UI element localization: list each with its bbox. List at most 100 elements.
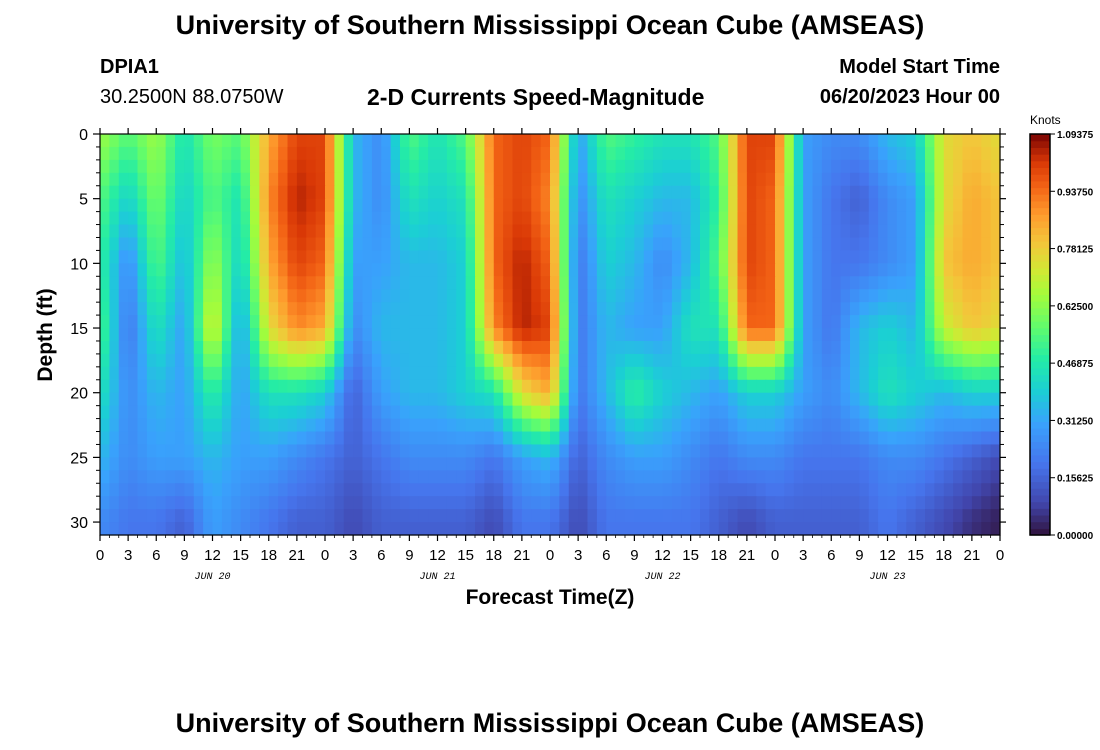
heatmap-cell xyxy=(653,289,664,303)
heatmap-cell xyxy=(446,405,457,420)
heatmap-cell xyxy=(343,340,354,355)
heatmap-cell xyxy=(531,211,542,226)
heatmap-cell xyxy=(221,172,232,187)
heatmap-cell xyxy=(700,328,710,342)
heatmap-cell xyxy=(568,509,579,523)
heatmap-cell xyxy=(971,211,982,226)
heatmap-cell xyxy=(484,340,495,355)
heatmap-cell xyxy=(512,457,523,471)
heatmap-cell xyxy=(231,302,242,316)
heatmap-cell xyxy=(868,315,879,329)
heatmap-cell xyxy=(840,263,851,277)
heatmap-cell xyxy=(915,509,926,523)
heatmap-cell xyxy=(484,483,495,497)
heatmap-cell xyxy=(240,185,251,200)
heatmap-cell xyxy=(887,146,898,161)
x-tick-label: 18 xyxy=(710,547,727,564)
heatmap-cell xyxy=(493,340,504,355)
heatmap-cell xyxy=(521,431,532,446)
heatmap-cell xyxy=(878,185,889,200)
heatmap-cell xyxy=(943,159,954,174)
heatmap-cell xyxy=(681,366,692,381)
colorbar-segment xyxy=(1030,387,1050,396)
heatmap-cell xyxy=(437,276,448,290)
heatmap-cell xyxy=(362,315,373,329)
heatmap-cell xyxy=(746,211,757,226)
heatmap-cell xyxy=(568,340,579,355)
heatmap-cell xyxy=(559,198,570,213)
heatmap-cell xyxy=(850,302,860,316)
heatmap-cell xyxy=(934,134,945,148)
heatmap-cell xyxy=(334,250,345,264)
heatmap-cell xyxy=(746,431,757,446)
heatmap-cell xyxy=(128,444,139,458)
heatmap-cell xyxy=(803,263,814,277)
heatmap-cell xyxy=(240,353,251,368)
heatmap-cell xyxy=(634,250,645,264)
heatmap-cell xyxy=(540,237,551,252)
heatmap-cell xyxy=(175,263,185,277)
heatmap-cell xyxy=(550,289,560,303)
heatmap-cell xyxy=(971,172,982,187)
heatmap-cell xyxy=(925,198,935,213)
heatmap-cell xyxy=(203,211,214,226)
heatmap-cell xyxy=(231,211,242,226)
heatmap-cell xyxy=(475,159,485,174)
heatmap-cell xyxy=(137,405,148,420)
heatmap-cell xyxy=(578,418,589,433)
heatmap-cell xyxy=(868,185,879,200)
heatmap-cell xyxy=(915,522,926,536)
heatmap-cell xyxy=(990,211,1001,226)
heatmap-cell xyxy=(812,185,823,200)
heatmap-cell xyxy=(109,431,120,446)
heatmap-cell xyxy=(146,134,157,148)
heatmap-cell xyxy=(221,211,232,226)
heatmap-cell xyxy=(606,379,617,394)
heatmap-cell xyxy=(606,405,617,420)
heatmap-cell xyxy=(925,353,935,368)
heatmap-cell xyxy=(484,159,495,174)
heatmap-cell xyxy=(456,483,467,497)
heatmap-cell xyxy=(512,328,523,342)
heatmap-cell xyxy=(925,379,935,394)
colorbar-segment xyxy=(1030,508,1050,516)
heatmap-cell xyxy=(643,483,654,497)
colorbar-segment xyxy=(1030,454,1050,463)
heatmap-cell xyxy=(118,366,129,381)
heatmap-cell xyxy=(550,146,560,161)
heatmap-cell xyxy=(184,522,195,536)
heatmap-cell xyxy=(925,418,935,433)
heatmap-cell xyxy=(296,431,307,446)
bottom-repeated-title: University of Southern Mississippi Ocean… xyxy=(175,708,925,738)
heatmap-cell xyxy=(400,289,410,303)
heatmap-cell xyxy=(709,250,720,264)
heatmap-cell xyxy=(568,405,579,420)
heatmap-cell xyxy=(653,444,664,458)
heatmap-cell xyxy=(878,302,889,316)
heatmap-cell xyxy=(118,418,129,433)
heatmap-cell xyxy=(306,328,317,342)
heatmap-cell xyxy=(221,263,232,277)
heatmap-cell xyxy=(184,185,195,200)
heatmap-cell xyxy=(737,263,748,277)
heatmap-cell xyxy=(156,366,167,381)
heatmap-cell xyxy=(128,134,139,148)
heatmap-cell xyxy=(400,379,410,394)
heatmap-cell xyxy=(390,340,401,355)
heatmap-cell xyxy=(709,405,720,420)
heatmap-cell xyxy=(381,224,392,239)
heatmap-cell xyxy=(100,302,110,316)
heatmap-cell xyxy=(437,392,448,407)
heatmap-cell xyxy=(531,250,542,264)
heatmap-cell xyxy=(850,328,860,342)
heatmap-cell xyxy=(971,444,982,458)
heatmap-cell xyxy=(128,198,139,213)
heatmap-cell xyxy=(643,172,654,187)
heatmap-cell xyxy=(596,185,607,200)
heatmap-cell xyxy=(803,198,814,213)
heatmap-cell xyxy=(343,263,354,277)
heatmap-cell xyxy=(625,185,635,200)
heatmap-cell xyxy=(756,276,767,290)
heatmap-cell xyxy=(512,146,523,161)
heatmap-cell xyxy=(400,496,410,510)
